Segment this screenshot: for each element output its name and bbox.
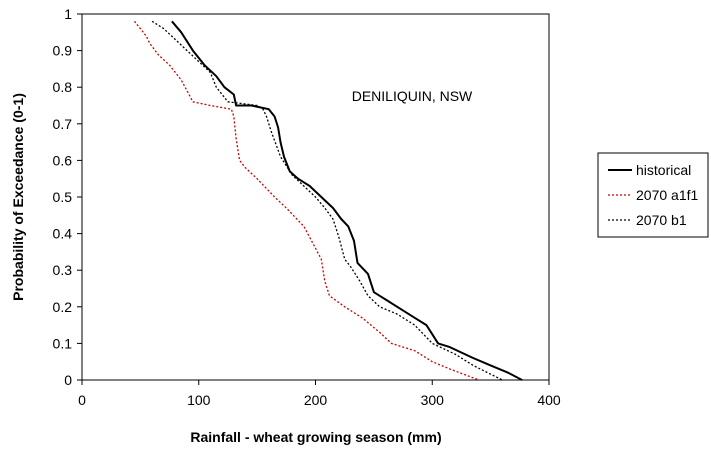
legend-label: historical: [636, 162, 691, 178]
series-group: [133, 20, 523, 381]
x-tick-label: 0: [78, 392, 86, 408]
y-axis-ticks: 0 0.1 0.2 0.3 0.4 0.5 0.6 0.7 0.8 0.9 1: [53, 6, 82, 388]
y-tick-label: 0.4: [53, 226, 73, 242]
x-tick-label: 200: [304, 392, 328, 408]
y-tick-label: 0.9: [53, 43, 73, 59]
y-tick-label: 0.3: [53, 262, 73, 278]
y-tick-label: 0.1: [53, 335, 73, 351]
series-line-historical: [171, 20, 523, 381]
y-tick-label: 0: [64, 372, 72, 388]
series-line-2070-a1f1: [133, 20, 480, 381]
y-tick-label: 0.5: [53, 189, 73, 205]
x-tick-label: 100: [187, 392, 211, 408]
x-tick-label: 300: [421, 392, 445, 408]
y-tick-label: 0.6: [53, 152, 73, 168]
x-axis-ticks: 0 100 200 300 400: [78, 380, 561, 408]
y-tick-label: 0.2: [53, 299, 73, 315]
legend: historical 2070 a1f1 2070 b1: [597, 152, 709, 238]
annotation-label: DENILIQUIN, NSW: [352, 88, 473, 104]
x-axis-title: Rainfall - wheat growing season (mm): [190, 429, 441, 445]
x-tick-label: 400: [537, 392, 561, 408]
y-tick-label: 0.7: [53, 116, 73, 132]
y-tick-label: 1: [64, 6, 72, 22]
legend-label: 2070 b1: [636, 212, 687, 228]
y-axis-title: Probability of Exceedance (0-1): [10, 93, 26, 301]
series-line-2070-b1: [151, 20, 503, 381]
y-tick-label: 0.8: [53, 79, 73, 95]
legend-label: 2070 a1f1: [636, 187, 698, 203]
